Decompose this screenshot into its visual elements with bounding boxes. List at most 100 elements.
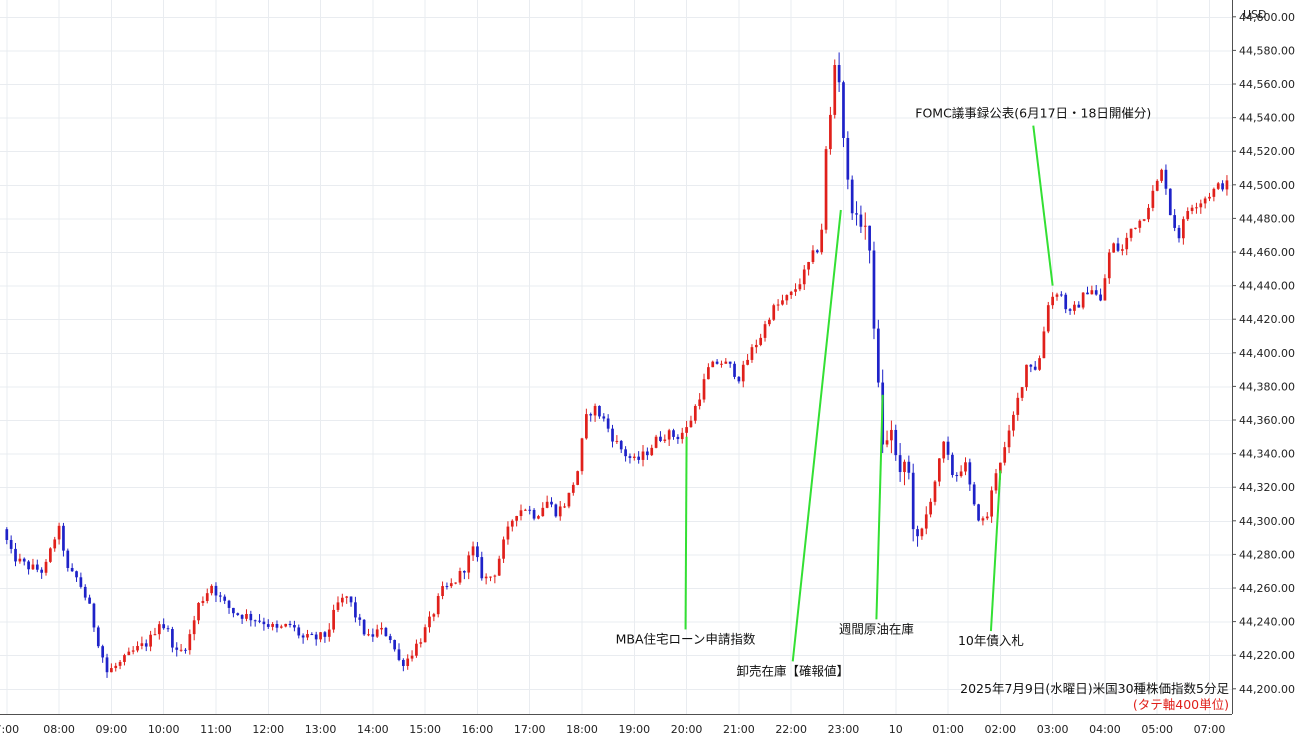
candle-body [323, 632, 327, 637]
candle-body [1208, 196, 1211, 199]
candle-body [1186, 211, 1190, 220]
candle-body [62, 525, 65, 551]
candle-body [1068, 309, 1072, 311]
candle-body [624, 449, 627, 457]
candle-body [327, 629, 331, 637]
candle-body [1007, 430, 1011, 448]
candle-body [689, 420, 693, 428]
candle-body [746, 359, 749, 365]
annotation-line [989, 470, 1002, 632]
candle-body [829, 114, 832, 150]
candle-body [524, 509, 527, 511]
candle-body [332, 609, 335, 630]
candle-body [9, 539, 13, 549]
candle-body [262, 621, 266, 625]
candle-body [842, 82, 845, 138]
candle-body [227, 600, 231, 608]
candle-body [1020, 387, 1024, 398]
candle-body [445, 586, 449, 588]
candle-body [737, 376, 741, 382]
y-tick-label: 44,280.00 [1239, 548, 1295, 561]
x-tick-label: 21:00 [723, 723, 755, 736]
candle-body [279, 626, 283, 628]
x-tick-label: 17:00 [514, 723, 546, 736]
candle-body [380, 627, 383, 630]
y-tick-label: 44,540.00 [1239, 112, 1295, 125]
candle-body [907, 461, 911, 473]
y-tick-label: 44,420.00 [1239, 313, 1295, 326]
candle-body [83, 586, 87, 598]
candle-body [410, 655, 414, 659]
candle-body [284, 623, 288, 627]
candle-body [79, 577, 83, 587]
x-tick-label: 01:00 [932, 723, 964, 736]
candle-body [1221, 183, 1224, 190]
candle-body [49, 548, 52, 562]
candle-body [1081, 292, 1085, 308]
annotation-line [684, 436, 688, 630]
candle-body [632, 456, 636, 458]
candle-body [397, 649, 401, 660]
candle-body [144, 643, 148, 647]
candle-body [951, 454, 954, 476]
candle-body [1216, 183, 1220, 189]
candle-body [218, 595, 222, 597]
candle-body [1029, 364, 1033, 367]
y-tick-label: 44,440.00 [1239, 280, 1295, 293]
candle-body [271, 623, 274, 627]
candle-body [585, 414, 588, 439]
candle-body [1099, 294, 1102, 301]
candle-body [1225, 180, 1229, 190]
candle-body [698, 399, 702, 406]
candle-body [776, 304, 780, 306]
candle-body [205, 593, 209, 601]
candle-body [101, 646, 105, 658]
chart-subtitle: (タテ軸400単位) [1133, 697, 1229, 712]
candle-body [741, 364, 745, 382]
candle-body [105, 657, 109, 673]
candle-body [266, 624, 270, 627]
candle-body [1051, 296, 1054, 306]
y-tick-label: 44,380.00 [1239, 380, 1295, 393]
candle-body [1182, 219, 1185, 239]
candle-body [532, 509, 536, 519]
candle-body [990, 490, 993, 517]
candle-body [580, 438, 584, 472]
candle-body [275, 623, 279, 628]
candle-body [96, 627, 100, 647]
candle-body [362, 619, 366, 635]
annotation-line [875, 394, 884, 620]
candle-body [489, 576, 492, 578]
candle-body [959, 471, 963, 477]
candle-body [515, 516, 518, 521]
candle-body [876, 328, 880, 383]
candle-body [711, 361, 715, 368]
candle-body [789, 291, 793, 296]
candle-body [1103, 278, 1107, 301]
candle-body [702, 379, 706, 400]
candle-body [815, 250, 819, 253]
candle-body [615, 440, 619, 442]
candle-body [1112, 243, 1115, 253]
candle-body [942, 441, 946, 459]
candle-body [502, 539, 505, 559]
candle-body [506, 526, 510, 540]
candle-body [31, 564, 35, 570]
currency-label: USD [1243, 8, 1267, 21]
candle-body [484, 576, 488, 579]
candle-body [493, 575, 497, 577]
candle-body [140, 643, 144, 646]
x-tick-label: 03:00 [1037, 723, 1069, 736]
candle-body [537, 516, 540, 519]
x-tick-label: 19:00 [618, 723, 650, 736]
candle-body [201, 600, 205, 603]
candle-body [637, 456, 641, 460]
candle-body [589, 414, 593, 416]
candle-body [214, 585, 218, 596]
candle-body [349, 596, 353, 603]
candle-body [798, 284, 802, 290]
candle-body [602, 416, 606, 419]
candle-body [1090, 290, 1094, 295]
candle-body [1129, 228, 1133, 238]
candle-body [188, 634, 192, 651]
